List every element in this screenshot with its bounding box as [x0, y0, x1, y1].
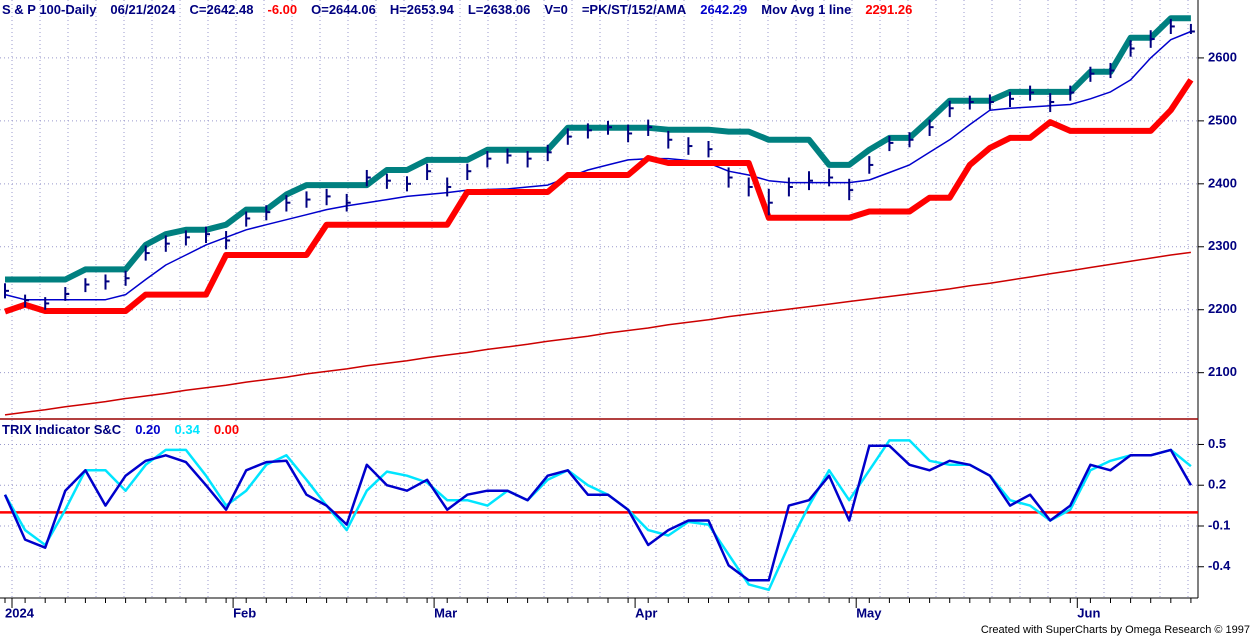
y-tick-label: 0.2: [1208, 477, 1226, 492]
title-item: 2642.29: [700, 2, 747, 17]
y-tick-label: 2200: [1208, 301, 1237, 316]
x-tick-label: May: [856, 605, 882, 620]
title-item: -6.00: [267, 2, 297, 17]
title-item: S & P 100-Daily: [2, 2, 97, 17]
x-tick-label: Apr: [635, 605, 657, 620]
title-item: 2291.26: [865, 2, 912, 17]
series-line: [4, 251, 1191, 416]
series-line: [5, 15, 1191, 283]
title-item: H=2653.94: [390, 2, 455, 17]
title-item: 0.34: [175, 422, 201, 437]
title-item: 0.20: [135, 422, 160, 437]
x-tick-label: Jun: [1077, 605, 1100, 620]
title-item: =PK/ST/152/AMA: [582, 2, 687, 17]
title-item: O=2644.06: [311, 2, 376, 17]
y-tick-label: 2400: [1208, 175, 1237, 190]
title-item: Mov Avg 1 line: [761, 2, 851, 17]
x-tick-label: Feb: [233, 605, 256, 620]
title-item: TRIX Indicator S&C: [2, 422, 122, 437]
title-item: 06/21/2024: [110, 2, 176, 17]
credit: Created with SuperCharts by Omega Resear…: [981, 624, 1250, 636]
x-tick-label: 2024: [5, 605, 35, 620]
title-item: C=2642.48: [190, 2, 254, 17]
y-tick-label: -0.4: [1208, 558, 1231, 573]
x-tick-label: Mar: [434, 605, 457, 620]
series-line: [3, 444, 1192, 582]
title-item: 0.00: [214, 422, 239, 437]
series-line: [4, 78, 1194, 315]
series-line: [3, 439, 1192, 592]
title-item: L=2638.06: [468, 2, 531, 17]
series-line: [4, 30, 1192, 301]
panel-title: TRIX Indicator S&C 0.20 0.34 0.00: [2, 422, 239, 437]
y-tick-label: 2100: [1208, 364, 1237, 379]
y-tick-label: 2600: [1208, 49, 1237, 64]
panel-title: S & P 100-Daily 06/21/2024 C=2642.48 -6.00 O…: [2, 2, 912, 17]
y-tick-label: -0.1: [1208, 517, 1230, 532]
y-tick-label: 0.5: [1208, 436, 1226, 451]
title-item: V=0: [544, 2, 568, 17]
y-tick-label: 2300: [1208, 238, 1237, 253]
y-tick-label: 2500: [1208, 112, 1237, 127]
